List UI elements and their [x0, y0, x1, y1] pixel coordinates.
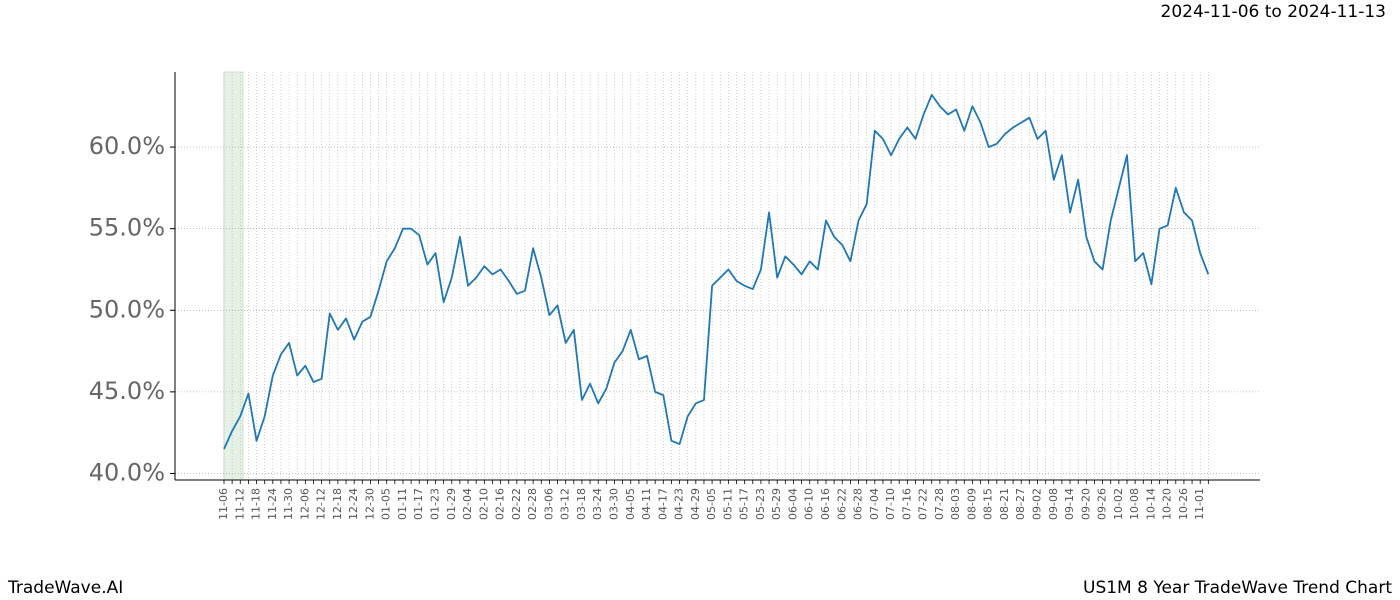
x-tick-label: 09-26 — [1096, 488, 1109, 520]
x-tick-label: 01-23 — [429, 488, 442, 520]
x-tick-label: 09-02 — [1031, 488, 1044, 520]
x-tick-label: 11-24 — [266, 488, 279, 520]
x-tick-label: 10-02 — [1112, 488, 1125, 520]
brand: TradeWave.AI — [7, 578, 123, 598]
x-tick-label: 12-24 — [347, 488, 360, 520]
x-tick-label: 08-21 — [998, 488, 1011, 520]
x-tick-label: 09-08 — [1047, 488, 1060, 520]
x-tick-label: 07-16 — [900, 488, 913, 520]
x-tick-label: 07-22 — [917, 488, 930, 520]
x-tick-label: 03-06 — [542, 488, 555, 520]
y-tick-label: 55.0% — [89, 214, 165, 242]
x-tick-label: 11-01 — [1193, 488, 1206, 520]
x-tick-label: 02-22 — [510, 488, 523, 520]
x-tick-label: 06-22 — [835, 488, 848, 520]
x-tick-label: 03-30 — [607, 488, 620, 520]
x-tick-label: 12-06 — [298, 488, 311, 520]
x-tick-label: 02-28 — [526, 488, 539, 520]
x-tick-label: 11-30 — [282, 488, 295, 520]
x-tick-label: 05-29 — [770, 488, 783, 520]
y-tick-label: 50.0% — [89, 295, 165, 323]
chart-title: US1M 8 Year TradeWave Trend Chart — [1083, 578, 1392, 598]
x-tick-label: 11-06 — [217, 488, 230, 520]
y-tick-label: 45.0% — [89, 377, 165, 405]
x-tick-label: 10-20 — [1161, 488, 1174, 520]
x-tick-label: 10-14 — [1144, 488, 1157, 520]
x-tick-label: 08-15 — [982, 488, 995, 520]
x-tick-label: 06-04 — [786, 488, 799, 520]
x-tick-label: 02-10 — [477, 488, 490, 520]
data-line — [223, 93, 1210, 450]
x-tick-label: 05-05 — [705, 488, 718, 520]
y-tick-label: 40.0% — [89, 458, 165, 486]
x-tick-label: 05-23 — [754, 488, 767, 520]
x-tick-label: 11-12 — [233, 488, 246, 520]
x-tick-label: 06-16 — [819, 488, 832, 520]
x-tick-label: 07-10 — [884, 488, 897, 520]
x-tick-label: 08-27 — [1014, 488, 1027, 520]
x-tick-label: 12-18 — [331, 488, 344, 520]
x-tick-label: 01-05 — [380, 488, 393, 520]
x-tick-label: 04-23 — [673, 488, 686, 520]
x-tick-label: 09-20 — [1079, 488, 1092, 520]
x-tick-label: 08-09 — [965, 488, 978, 520]
x-tick-label: 06-10 — [803, 488, 816, 520]
x-tick-label: 04-11 — [640, 488, 653, 520]
x-tick-label: 05-11 — [721, 488, 734, 520]
x-tick-label: 06-28 — [852, 488, 865, 520]
x-tick-label: 10-26 — [1177, 488, 1190, 520]
x-tick-label: 08-03 — [949, 488, 962, 520]
x-tick-label: 05-17 — [738, 488, 751, 520]
x-tick-label: 03-18 — [575, 488, 588, 520]
x-tick-label: 04-05 — [624, 488, 637, 520]
x-tick-label: 03-24 — [591, 488, 604, 520]
x-tick-label: 07-28 — [933, 488, 946, 520]
x-tick-label: 01-17 — [412, 488, 425, 520]
x-tick-label: 09-14 — [1063, 488, 1076, 520]
x-tick-label: 04-29 — [689, 488, 702, 520]
x-tick-label: 12-12 — [315, 488, 328, 520]
x-tick-label: 03-12 — [559, 488, 572, 520]
x-tick-label: 02-04 — [461, 488, 474, 520]
x-tick-label: 10-08 — [1128, 488, 1141, 520]
x-tick-label: 11-18 — [250, 488, 263, 520]
x-tick-label: 01-29 — [445, 488, 458, 520]
x-tick-label: 02-16 — [494, 488, 507, 520]
x-tick-label: 12-30 — [363, 488, 376, 520]
y-tick-label: 60.0% — [89, 132, 165, 160]
date-range: 2024-11-06 to 2024-11-13 — [1161, 2, 1386, 22]
x-tick-label: 04-17 — [656, 488, 669, 520]
x-tick-label: 07-04 — [868, 488, 881, 520]
x-tick-label: 01-11 — [396, 488, 409, 520]
